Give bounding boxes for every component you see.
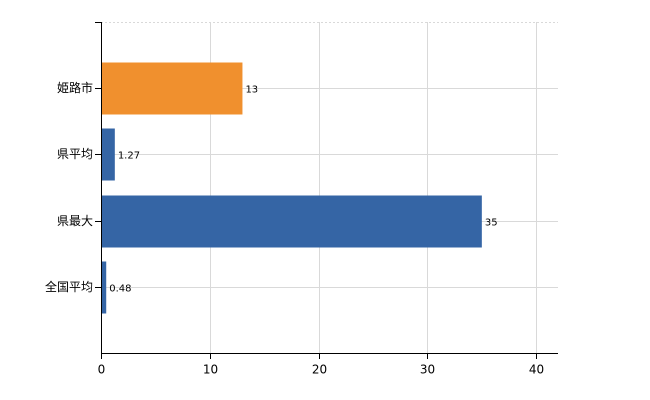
bar <box>101 128 115 181</box>
y-tick-label: 姫路市 <box>57 80 93 95</box>
x-tick-label: 40 <box>529 363 544 377</box>
x-tick-label: 0 <box>98 363 106 377</box>
x-tick-label: 10 <box>203 363 218 377</box>
y-tick-label: 県最大 <box>57 214 93 228</box>
x-tick-label: 30 <box>420 363 435 377</box>
bar <box>101 195 482 248</box>
value-label: 0.48 <box>109 284 131 295</box>
y-tick-label: 県平均 <box>57 147 93 161</box>
value-label: 1.27 <box>118 151 140 162</box>
x-tick-label: 20 <box>312 363 327 377</box>
y-tick-label: 全国平均 <box>45 279 93 294</box>
value-label: 35 <box>485 218 498 229</box>
value-label: 13 <box>245 85 258 96</box>
bar <box>101 62 243 115</box>
bar <box>101 261 107 314</box>
